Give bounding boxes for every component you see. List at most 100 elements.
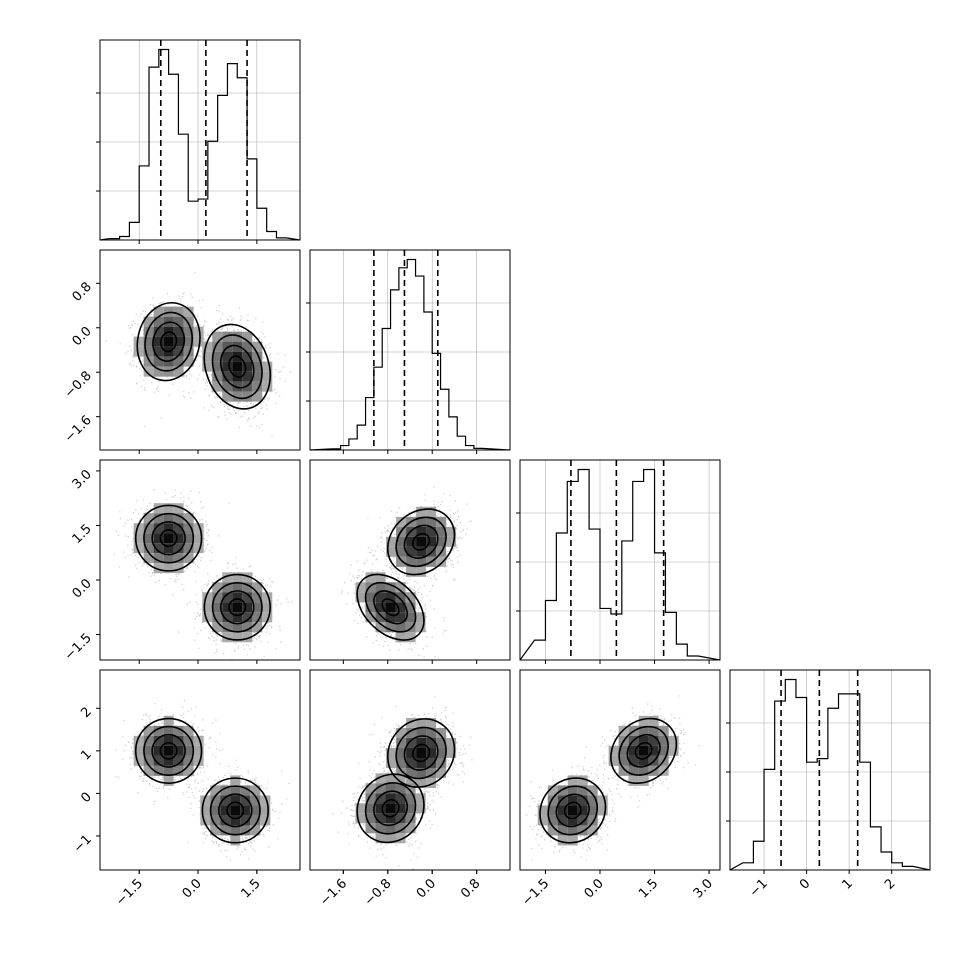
density-cell	[365, 592, 376, 603]
density-cell	[173, 316, 184, 327]
density-cell	[232, 361, 243, 372]
density-cell	[365, 572, 376, 583]
density-cell	[365, 582, 376, 593]
density-cell	[183, 765, 194, 776]
density-cell	[193, 326, 204, 337]
density-cell	[183, 553, 194, 564]
density-cell	[385, 612, 396, 623]
density-cell	[173, 523, 184, 534]
density-cell	[375, 612, 386, 623]
density-cell	[133, 543, 144, 554]
density-cell	[220, 785, 231, 796]
density-cell	[396, 757, 407, 768]
density-cell	[557, 825, 568, 836]
density-cell	[668, 745, 679, 756]
density-cell	[406, 777, 417, 788]
density-cell	[173, 553, 184, 564]
density-cell	[375, 783, 386, 794]
density-cell	[638, 755, 649, 766]
density-cell	[163, 775, 174, 786]
hist-panel-2	[516, 459, 721, 661]
hist-panel-1	[306, 249, 511, 451]
contour-3-1-0-2	[403, 735, 439, 771]
density-cell	[250, 815, 261, 826]
density-cell	[222, 612, 233, 623]
density-cell	[395, 813, 406, 824]
density-cell	[222, 381, 233, 392]
density-cell	[405, 783, 416, 794]
density-cell	[375, 773, 386, 784]
density-cell	[210, 825, 221, 836]
density-cell	[416, 727, 427, 738]
density-cell	[567, 805, 578, 816]
density-cell	[230, 825, 241, 836]
density-cell	[163, 513, 174, 524]
density-cell	[242, 371, 253, 382]
density-cell	[163, 553, 174, 564]
contour-3-1-0-1	[395, 726, 447, 780]
density-cell	[183, 356, 194, 367]
density-cell	[143, 543, 154, 554]
density-cell	[143, 366, 154, 377]
density-cell	[395, 602, 406, 613]
density-cell	[618, 755, 629, 766]
hist-0-frame	[99, 39, 301, 241]
density-cell	[220, 795, 231, 806]
density-cell	[212, 381, 223, 392]
density-cell	[406, 757, 417, 768]
density-cell	[183, 306, 194, 317]
density-cell	[153, 725, 164, 736]
density-cell	[567, 815, 578, 826]
scatter-2-1-content	[340, 486, 472, 658]
density-cell	[212, 331, 223, 342]
ytick-label-1-3: 0.8	[70, 280, 95, 305]
contour-3-2-0-0	[539, 777, 607, 844]
density-cell	[668, 735, 679, 746]
density-cell	[173, 543, 184, 554]
xtick-label-1-0: −1.6	[317, 876, 350, 909]
density-cell	[415, 793, 426, 804]
hist-1-frame	[309, 249, 511, 451]
density-cell	[416, 526, 427, 537]
hist-2-steps	[519, 468, 721, 661]
contour-2-1-0-3	[412, 532, 431, 551]
density-cell	[183, 745, 194, 756]
density-cell	[262, 361, 273, 372]
xtick-label-2-3: 3.0	[691, 876, 716, 901]
density-cell	[252, 622, 263, 633]
xtick-label-0-2: 1.5	[238, 876, 263, 901]
density-cell	[212, 622, 223, 633]
density-cell	[587, 785, 598, 796]
density-cell	[173, 513, 184, 524]
density-cell	[143, 513, 154, 524]
density-cell	[153, 523, 164, 534]
contour-2-1-1-2	[373, 590, 408, 625]
density-cell	[426, 536, 437, 547]
density-cell	[250, 795, 261, 806]
ytick-label-3-3: 2	[78, 705, 94, 721]
density-cell	[557, 815, 568, 826]
density-cell	[395, 773, 406, 784]
density-cell	[355, 803, 366, 814]
density-cell	[405, 622, 416, 633]
density-cell	[260, 795, 271, 806]
density-cell	[240, 825, 251, 836]
density-cell	[405, 813, 416, 824]
density-cell	[577, 805, 588, 816]
density-cell	[395, 612, 406, 623]
density-cell	[212, 612, 223, 623]
density-cell	[173, 336, 184, 347]
density-cell	[230, 805, 241, 816]
contour-1-0-1-1	[211, 334, 263, 400]
density-cell	[426, 747, 437, 758]
density-cell	[415, 622, 426, 633]
density-cell	[240, 785, 251, 796]
density-cell	[375, 602, 386, 613]
density-cell	[426, 737, 437, 748]
density-cell	[232, 632, 243, 643]
density-cell	[658, 725, 669, 736]
scatter-panel-3-0	[99, 669, 301, 871]
density-cell	[163, 735, 174, 746]
density-cell	[406, 727, 417, 738]
density-cell	[385, 773, 396, 784]
